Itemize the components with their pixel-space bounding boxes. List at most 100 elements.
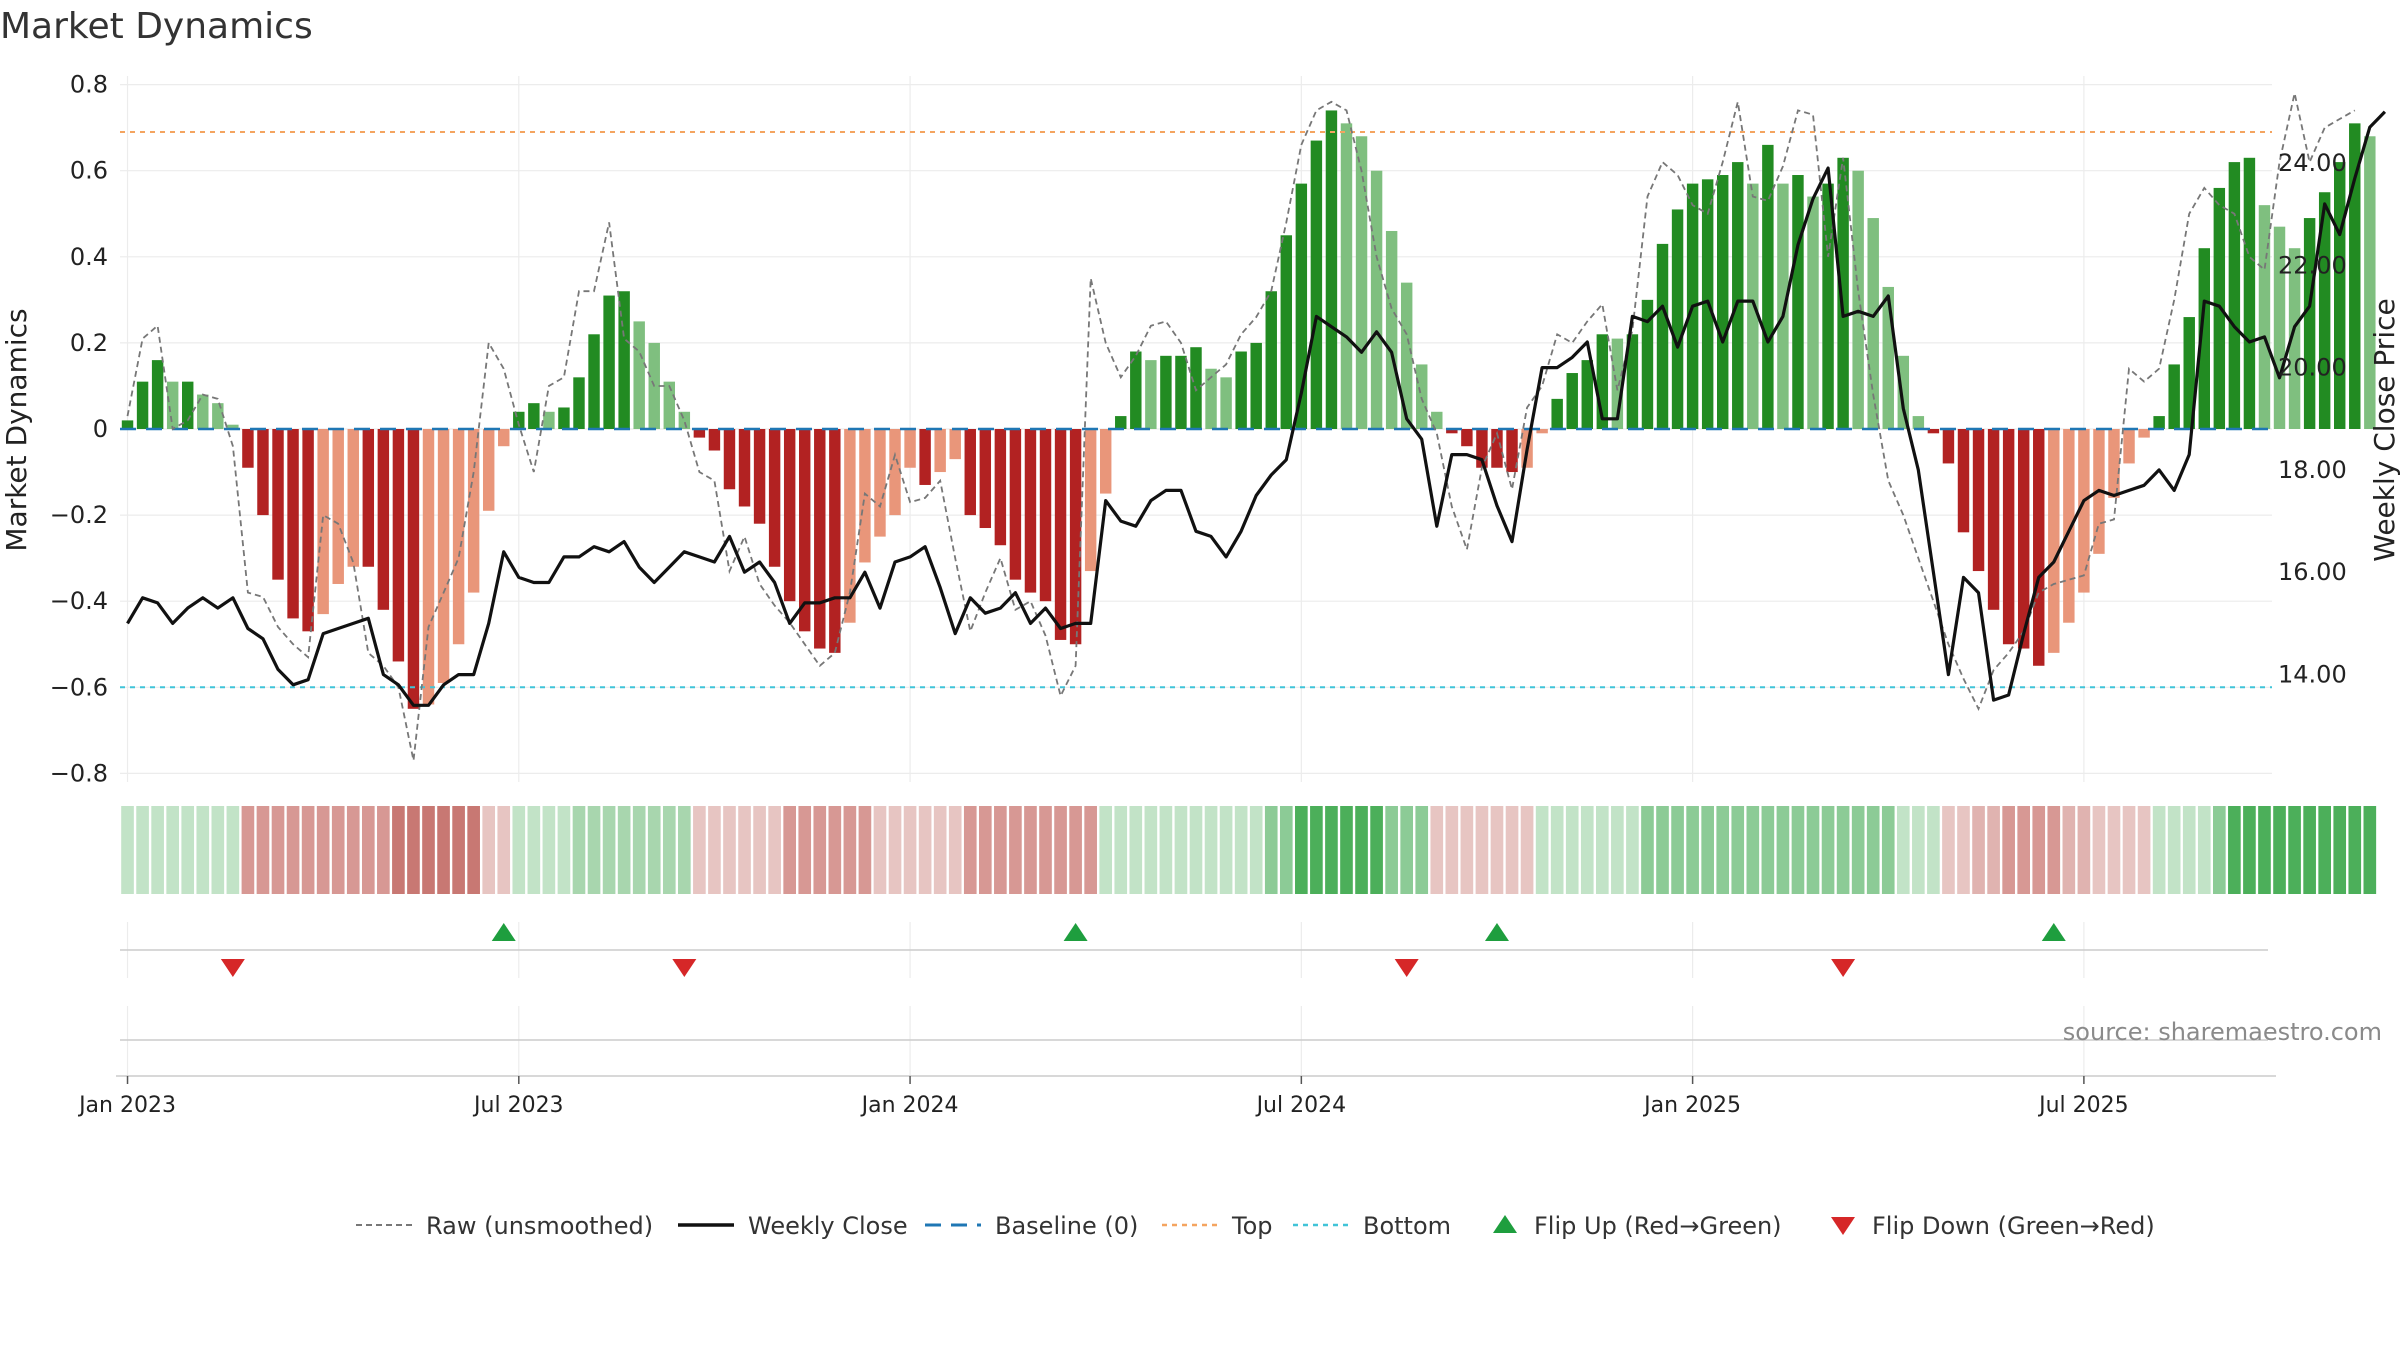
dynamics-bar [2318,192,2331,429]
legend-item-top: Top [1162,1212,1273,1240]
dynamics-bar [1265,291,1277,429]
dynamics-bar [121,420,134,429]
dynamics-bar [768,429,781,567]
regime-strip-cell [1505,806,1519,894]
regime-strip-cell [1340,806,1353,894]
dynamics-bar [2108,429,2120,498]
dynamics-bar [723,429,736,490]
dynamics-bar [543,411,555,429]
regime-strip-cell [1144,806,1158,894]
dynamics-bar [2364,136,2376,429]
dynamics-bar [212,403,224,429]
flip-up-marker [2041,923,2066,941]
regime-strip-cell [1611,806,1624,894]
dynamics-bar [332,429,344,584]
regime-strip-cell [482,806,496,894]
dynamics-bar [136,381,149,429]
regime-strip-cell [166,806,179,894]
regime-strip-cell [632,806,646,894]
dynamics-bar [2078,429,2090,593]
dynamics-bar [1837,157,1849,430]
dynamics-bar [1792,175,1804,429]
legend-item-baseline: Baseline (0) [925,1212,1138,1240]
legend-item-raw: Raw (unsmoothed) [356,1212,653,1240]
regime-strip-cell [346,806,360,894]
regime-strip-cell [1626,806,1639,894]
regime-strip-cell [2258,806,2271,894]
dynamics-bar [1897,355,1910,429]
dynamics-bar [257,429,269,516]
dynamics-bar [1822,183,1834,429]
legend-label: Bottom [1363,1212,1451,1240]
y-tick-label: −0.4 [50,587,108,615]
dynamics-bar [2033,429,2045,666]
dynamics-bar [452,429,465,645]
legend: Raw (unsmoothed) Weekly Close Baseline (0)… [356,1212,2155,1240]
regime-strip-cell [1791,806,1805,894]
regime-strip-cell [693,806,706,894]
regime-strip-cell [2062,806,2076,894]
regime-strip-cell [1039,806,1052,894]
dynamics-bar [2063,429,2075,623]
regime-strip [121,806,2377,894]
regime-strip-cell [1731,806,1745,894]
regime-strip-cell [422,806,435,894]
regime-strip-cell [1821,806,1835,894]
regime-strip-cell [1806,806,1820,894]
regime-strip-cell [918,806,932,894]
regime-strip-cell [1701,806,1714,894]
dynamics-bar [151,360,164,429]
regime-strip-cell [316,806,330,894]
y2-tick-label: 14.00 [2278,661,2347,689]
regime-strip-cell [1099,806,1113,894]
regime-strip-cell [1490,806,1504,894]
dynamics-bar [1145,360,1157,429]
regime-strip-cell [1716,806,1730,894]
y2-tick-label: 18.00 [2278,456,2347,484]
y2-tick-label: 22.00 [2278,251,2347,279]
y-tick-label: 0.6 [70,157,108,185]
dynamics-bar [272,429,284,580]
dynamics-bar [1069,429,1082,645]
y-tick-label: 0.4 [70,243,108,271]
right-axis: 14.00 16.00 18.00 20.00 22.00 24.00 [2278,149,2347,689]
dynamics-bar [242,429,254,468]
regime-strip-cell [256,806,270,894]
regime-strip-cell [2348,806,2362,894]
regime-strip-cell [1927,806,1940,894]
regime-strip-cell [1355,806,1368,894]
flip-down-marker [672,959,697,977]
dynamics-bar [2153,416,2165,429]
dynamics-bar [603,295,615,429]
regime-strip-cell [121,806,134,894]
regime-strip-cell [783,806,796,894]
dynamics-bar [1416,364,1428,429]
series-lines [126,93,2387,761]
dynamics-bar [1641,299,1654,429]
dynamics-bar [1476,429,1488,468]
regime-strip-cell [1580,806,1594,894]
regime-strip-cell [1475,806,1489,894]
regime-strip-cell [617,806,631,894]
dynamics-bar [1671,209,1684,429]
regime-strip-cell [1009,806,1022,894]
regime-strip-cell [662,806,676,894]
regime-strip-cell [1325,806,1338,894]
regime-strip-cell [407,806,420,894]
dynamics-bar [1054,429,1067,640]
dynamics-bar [2168,364,2180,429]
legend-label: Top [1231,1212,1273,1240]
dynamics-bar [2048,429,2060,653]
regime-strip-cell [2047,806,2061,894]
regime-strip-cell [1746,806,1760,894]
regime-strip-cell [542,806,556,894]
regime-strip-cell [843,806,857,894]
regime-strip-cell [1912,806,1925,894]
legend-label: Weekly Close [748,1212,908,1240]
dynamics-bar [678,411,691,429]
regime-strip-cell [2288,806,2301,894]
dynamics-bar [783,429,796,602]
dynamics-bar [934,429,946,473]
dynamics-bar [2198,248,2210,429]
dynamics-bar [2243,157,2256,430]
